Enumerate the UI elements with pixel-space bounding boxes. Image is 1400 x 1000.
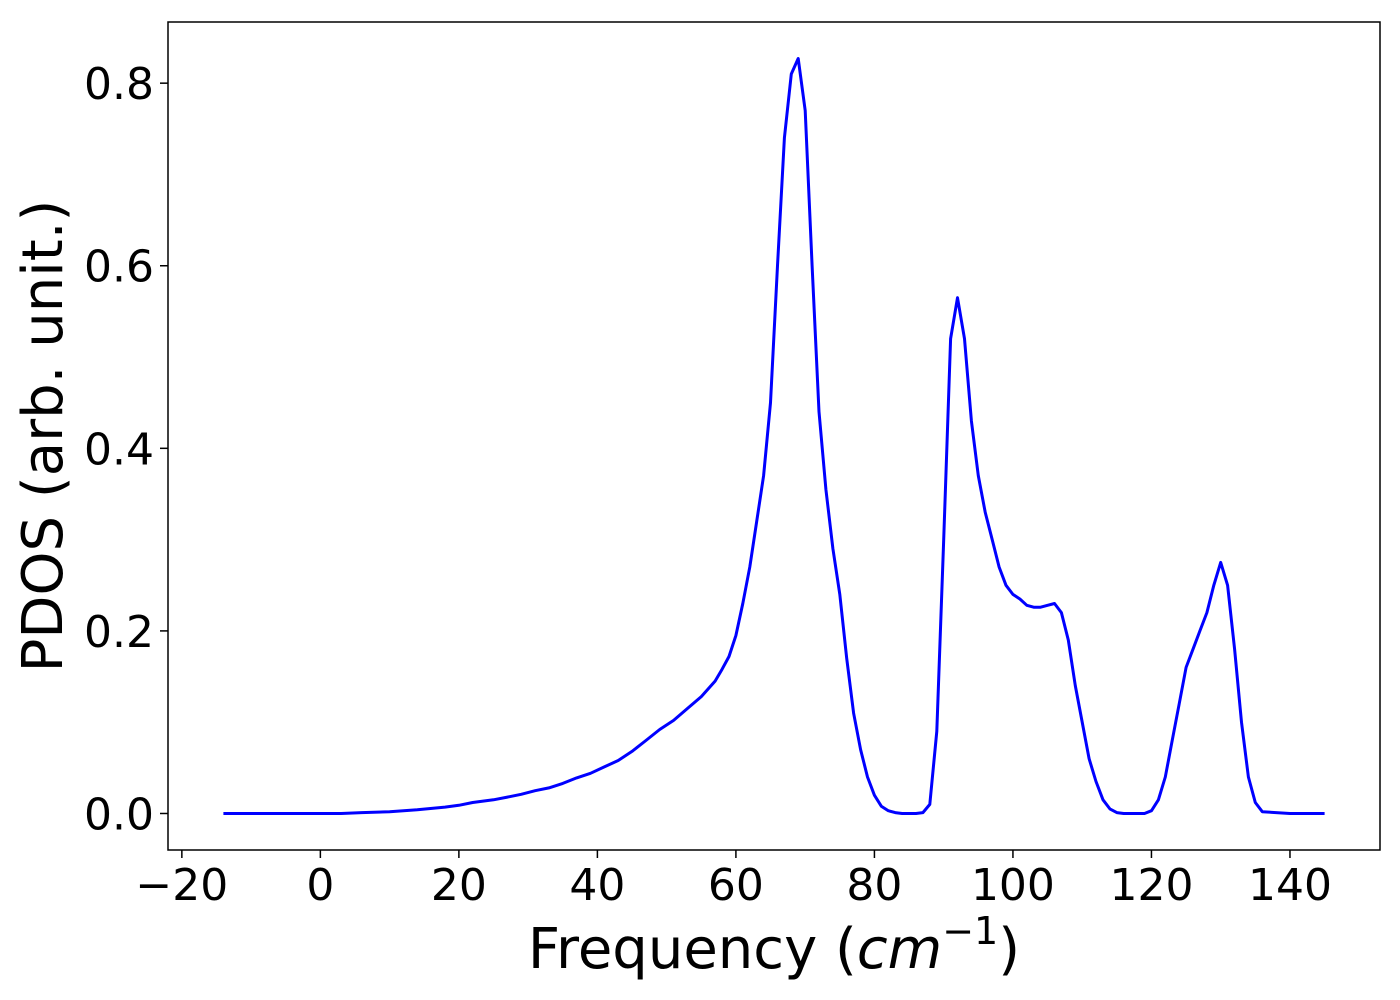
x-tick-label: 40 [569,860,625,911]
x-tick-label: −20 [135,860,228,911]
y-tick-label: 0.6 [84,242,154,293]
x-axis-ticks: −20 0 20 40 60 80 100 120 140 [135,850,1332,911]
y-axis-label: PDOS (arb. unit.) [11,200,76,673]
x-tick-label: 120 [1109,860,1193,911]
plot-area [167,21,1381,851]
y-tick-label: 0.2 [84,607,154,658]
x-tick-label: 140 [1248,860,1332,911]
x-tick-label: 100 [971,860,1055,911]
y-tick-label: 0.0 [84,789,154,840]
x-axis-label-text: Frequency ( [528,917,857,982]
x-tick-label: 60 [708,860,764,911]
y-axis-ticks: 0.0 0.2 0.4 0.6 0.8 [84,59,168,840]
x-axis-label-exponent: −1 [942,909,998,953]
x-tick-label: 80 [846,860,902,911]
y-tick-label: 0.8 [84,59,154,110]
pdos-series-line [223,57,1325,815]
y-tick-label: 0.4 [84,424,154,475]
x-axis-label-close: ) [998,917,1020,982]
x-axis-label: Frequency (cm−1) [528,909,1020,982]
x-axis-label-unit: cm [857,917,942,982]
x-tick-label: 20 [431,860,487,911]
x-tick-label: 0 [306,860,334,911]
